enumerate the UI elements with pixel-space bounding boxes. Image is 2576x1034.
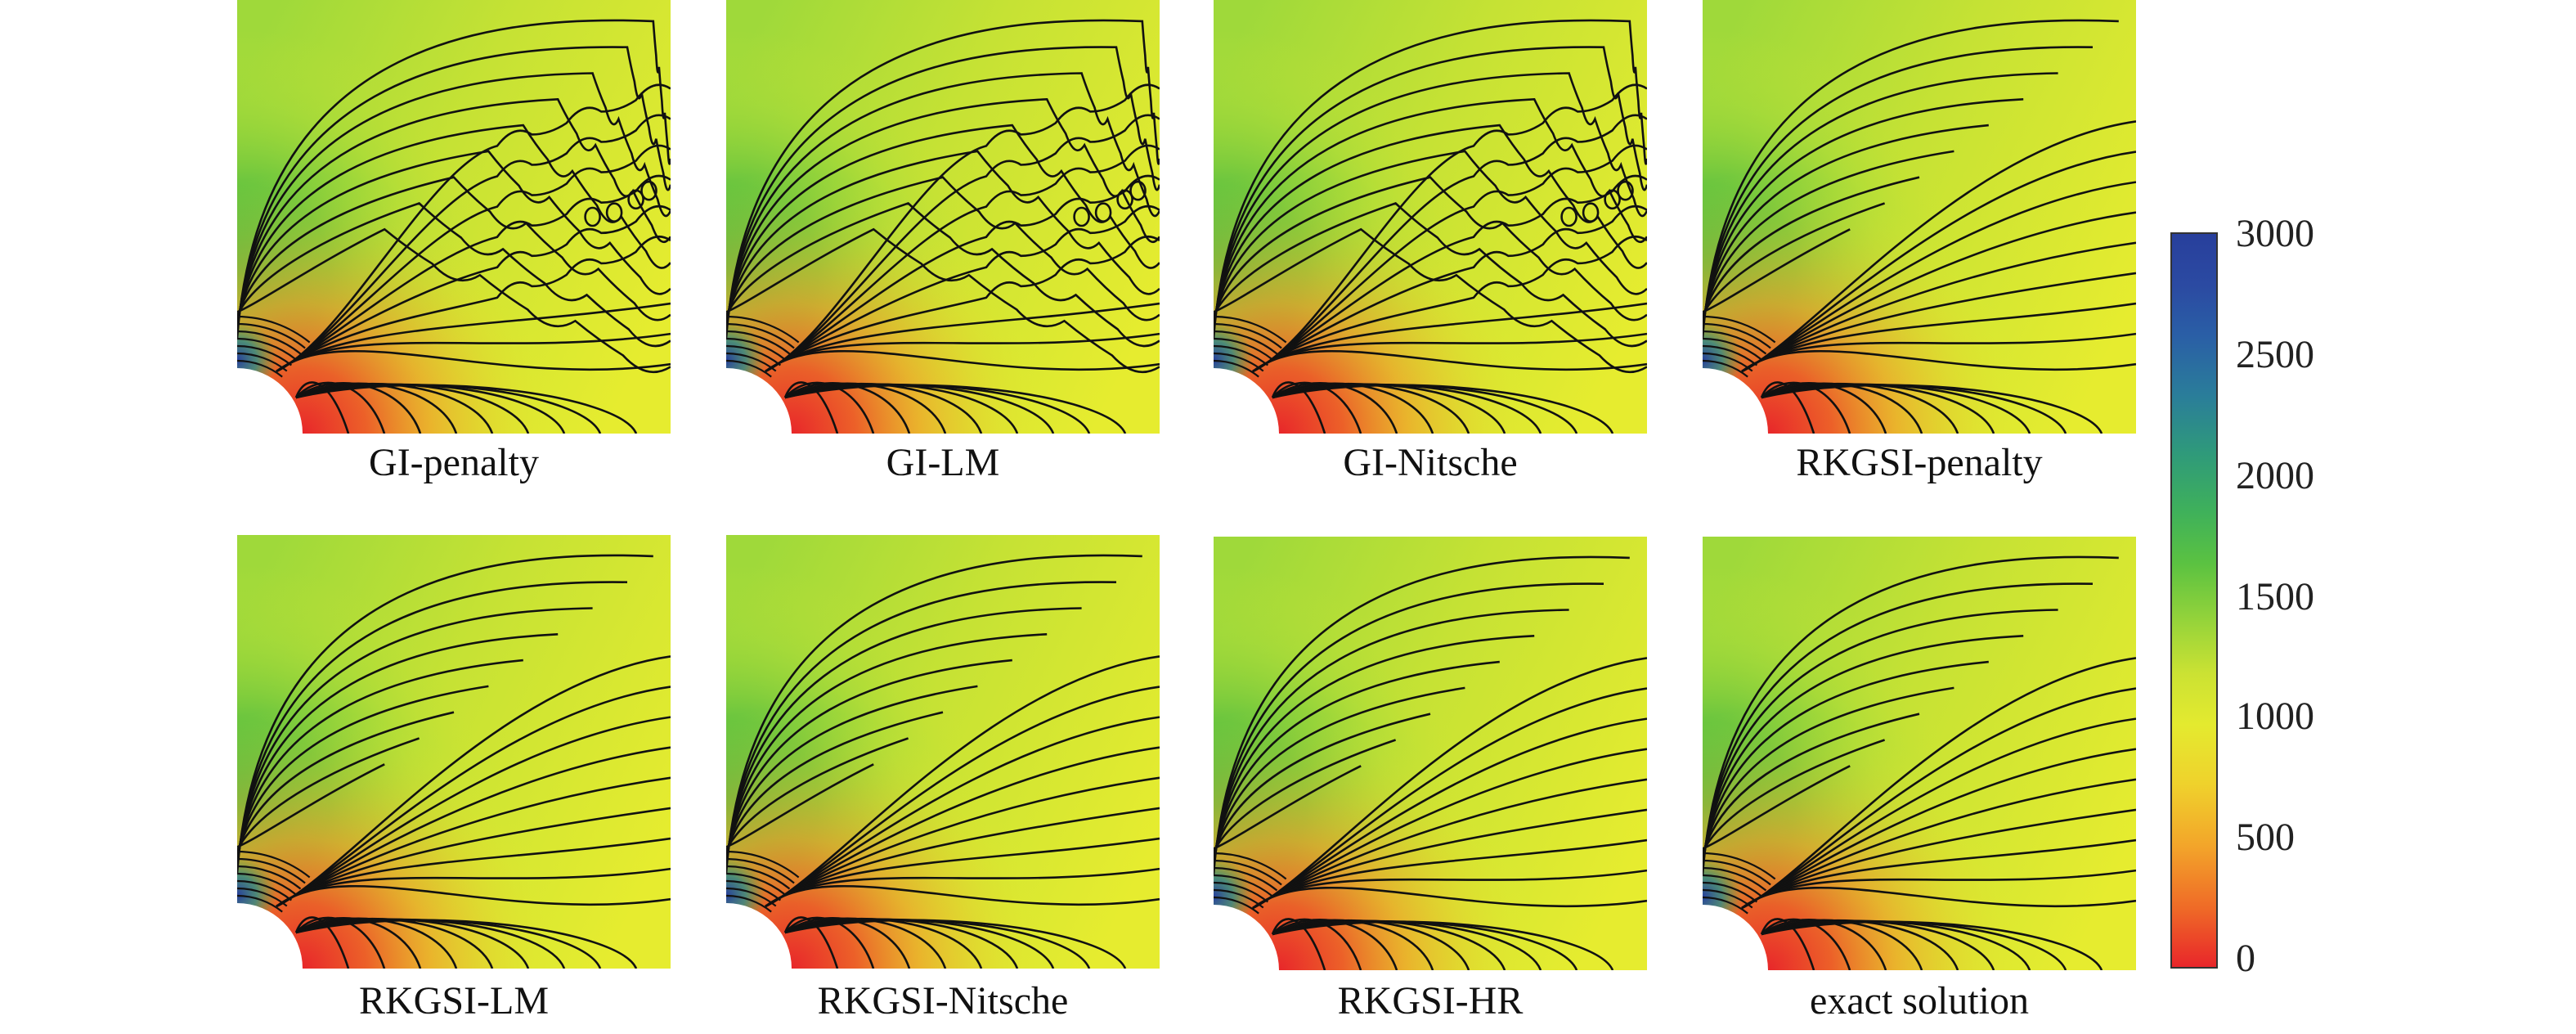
- contour-panel-rkgsi-penalty: [1703, 0, 2136, 434]
- panel-caption-gi-nitsche: GI-Nitsche: [1343, 441, 1518, 484]
- panel-caption-gi-lm: GI-LM: [886, 441, 1000, 484]
- contour-panel-rkgsi-hr: [1214, 537, 1647, 970]
- panel-caption-gi-penalty: GI-penalty: [369, 441, 539, 484]
- contour-panel-gi-nitsche: [1214, 0, 1647, 434]
- panel-caption-rkgsi-lm: RKGSI-LM: [358, 979, 549, 1023]
- colorbar: [2170, 232, 2218, 969]
- colorbar-tick-0: 0: [2236, 937, 2255, 980]
- colorbar-tick-2500: 2500: [2236, 333, 2314, 376]
- colorbar-tick-2000: 2000: [2236, 454, 2314, 497]
- panel-caption-exact-solution: exact solution: [1810, 979, 2029, 1023]
- colorbar-tick-1000: 1000: [2236, 695, 2314, 738]
- panel-caption-rkgsi-hr: RKGSI-HR: [1337, 979, 1524, 1023]
- contour-panel-exact-solution: [1703, 537, 2136, 970]
- panel-caption-rkgsi-nitsche: RKGSI-Nitsche: [817, 979, 1069, 1023]
- contour-panel-rkgsi-nitsche: [726, 535, 1160, 969]
- contour-panel-gi-lm: [726, 0, 1160, 434]
- colorbar-tick-500: 500: [2236, 816, 2295, 859]
- colorbar-tick-3000: 3000: [2236, 212, 2314, 255]
- colorbar-tick-1500: 1500: [2236, 575, 2314, 618]
- contour-panel-gi-penalty: [237, 0, 671, 434]
- panel-caption-rkgsi-penalty: RKGSI-penalty: [1796, 441, 2043, 484]
- contour-panel-rkgsi-lm: [237, 535, 671, 969]
